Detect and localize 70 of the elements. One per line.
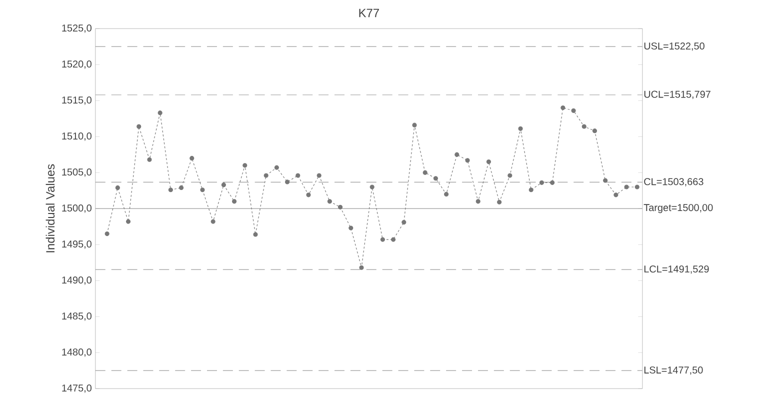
point bbox=[359, 265, 364, 270]
point bbox=[486, 160, 491, 164]
point bbox=[274, 165, 279, 170]
point bbox=[115, 185, 120, 190]
point bbox=[370, 184, 374, 190]
point bbox=[242, 163, 248, 168]
point bbox=[571, 108, 576, 113]
point bbox=[476, 199, 480, 204]
point bbox=[338, 204, 343, 210]
ref-line-label: LSL=1477,50 bbox=[644, 366, 703, 375]
point bbox=[253, 232, 258, 237]
point bbox=[285, 180, 290, 184]
point bbox=[592, 128, 598, 134]
point bbox=[582, 124, 586, 129]
point bbox=[264, 173, 268, 178]
point bbox=[178, 185, 184, 190]
y-tick-label: 1520,0 bbox=[62, 60, 92, 69]
y-tick-label: 1505,0 bbox=[62, 168, 92, 177]
point bbox=[168, 188, 173, 192]
point bbox=[104, 232, 110, 236]
point bbox=[508, 173, 512, 178]
point bbox=[306, 192, 311, 198]
point bbox=[560, 106, 566, 110]
y-tick-label: 1490,0 bbox=[62, 276, 92, 285]
point bbox=[603, 178, 608, 183]
point bbox=[634, 184, 640, 190]
point bbox=[497, 200, 502, 204]
point bbox=[539, 180, 544, 185]
point bbox=[190, 156, 194, 160]
point bbox=[210, 219, 216, 224]
point bbox=[380, 237, 385, 242]
ref-line-label: CL=1503,663 bbox=[644, 178, 704, 186]
point bbox=[465, 158, 470, 163]
ref-line-label: LCL=1491,529 bbox=[644, 265, 709, 274]
point bbox=[454, 152, 460, 157]
point bbox=[624, 184, 629, 190]
y-tick-label: 1510,0 bbox=[62, 132, 92, 141]
ref-line-label: Target=1500,00 bbox=[644, 204, 713, 214]
point bbox=[136, 124, 142, 129]
point bbox=[296, 173, 300, 178]
point bbox=[518, 126, 523, 131]
point bbox=[614, 192, 618, 198]
y-tick-label: 1525,0 bbox=[62, 24, 92, 33]
point bbox=[327, 199, 332, 204]
point bbox=[444, 192, 449, 196]
point bbox=[126, 219, 131, 224]
y-tick-label: 1495,0 bbox=[62, 240, 92, 249]
point bbox=[200, 188, 205, 192]
ref-line-label: USL=1522,50 bbox=[644, 42, 704, 51]
chart-title: K77 bbox=[359, 8, 379, 18]
y-axis-title: Individual Values bbox=[46, 164, 55, 252]
point bbox=[528, 188, 534, 192]
ref-line-label: UCL=1515,797 bbox=[644, 90, 710, 99]
point bbox=[221, 182, 226, 188]
point bbox=[158, 110, 162, 116]
point bbox=[348, 226, 354, 230]
point bbox=[433, 176, 438, 181]
point bbox=[391, 237, 396, 242]
y-tick-label: 1500,0 bbox=[62, 204, 92, 213]
y-tick-label: 1480,0 bbox=[62, 348, 92, 357]
point bbox=[550, 180, 555, 185]
y-tick-label: 1475,0 bbox=[62, 384, 92, 393]
point bbox=[147, 157, 152, 162]
point bbox=[316, 173, 322, 178]
y-tick-label: 1515,0 bbox=[62, 96, 92, 105]
point bbox=[412, 122, 417, 128]
point bbox=[232, 199, 237, 204]
y-tick-label: 1485,0 bbox=[62, 312, 92, 321]
point bbox=[402, 220, 406, 225]
point bbox=[422, 170, 428, 175]
